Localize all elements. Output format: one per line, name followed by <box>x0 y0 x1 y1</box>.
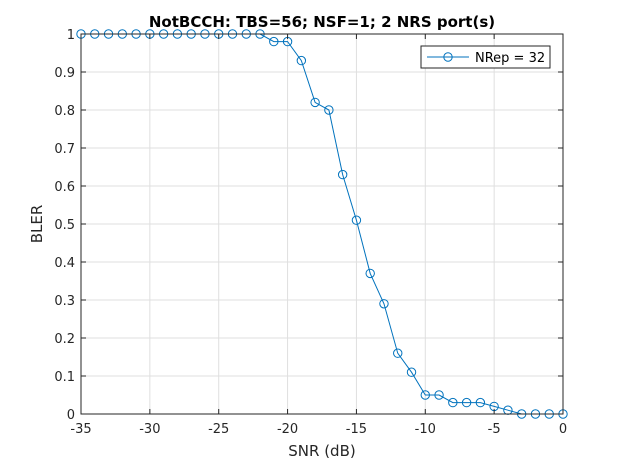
tick-marks <box>80 33 564 415</box>
y-tick-label: 0.1 <box>54 370 75 385</box>
data-point <box>393 348 403 358</box>
data-point <box>379 299 389 309</box>
x-tick-label: 0 <box>559 422 567 437</box>
x-tick-label: -25 <box>208 422 229 437</box>
y-tick-label: 0.7 <box>54 142 75 157</box>
data-point <box>406 367 417 377</box>
data-point <box>475 397 486 408</box>
y-tick-label: 1 <box>67 28 75 43</box>
legend-marker <box>443 52 453 62</box>
data-point <box>420 390 430 400</box>
x-tick-label: -20 <box>277 422 298 437</box>
data-point <box>365 268 375 279</box>
data-point <box>448 397 458 408</box>
y-tick-label: 0.4 <box>54 256 75 271</box>
x-tick-label: -5 <box>488 422 501 437</box>
y-tick-label: 0.5 <box>54 218 75 233</box>
y-tick-label: 0 <box>67 408 75 423</box>
y-axis-label: BLER <box>28 205 46 244</box>
data-point <box>434 390 444 400</box>
legend-label: NRep = 32 <box>475 51 545 66</box>
chart-title: NotBCCH: TBS=56; NSF=1; 2 NRS port(s) <box>149 13 495 31</box>
data-point <box>296 55 307 66</box>
data-point <box>351 215 362 225</box>
x-tick-label: -35 <box>70 422 91 437</box>
data-point <box>269 36 279 47</box>
y-tick-label: 0.6 <box>54 180 75 195</box>
legend-box <box>420 45 551 69</box>
data-point <box>461 397 472 408</box>
x-tick-label: -10 <box>415 422 436 437</box>
data-point <box>324 105 334 115</box>
tick-labels: -35 -30 -25 -20 -15 -10 -5 0 0 0.1 0.2 0.3 0.4 0.5 0.6… <box>54 28 567 437</box>
y-tick-label: 0.2 <box>54 332 75 347</box>
y-tick-label: 0.9 <box>54 66 75 81</box>
x-tick-label: -15 <box>346 422 367 437</box>
y-tick-label: 0.8 <box>54 104 75 119</box>
x-tick-label: -30 <box>139 422 160 437</box>
legend: NRep = 32 <box>420 45 551 69</box>
data-point <box>310 97 320 108</box>
y-tick-label: 0.3 <box>54 294 75 309</box>
x-axis-label: SNR (dB) <box>288 442 355 460</box>
data-point <box>337 169 348 180</box>
